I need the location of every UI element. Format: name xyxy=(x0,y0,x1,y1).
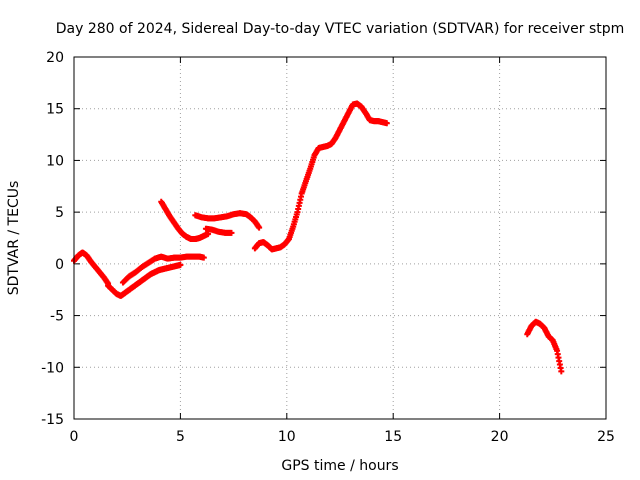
data-point xyxy=(200,254,207,261)
chart-title: Day 280 of 2024, Sidereal Day-to-day VTE… xyxy=(56,21,625,37)
x-axis-label: GPS time / hours xyxy=(281,458,398,474)
y-tick-label: -5 xyxy=(50,309,64,325)
y-tick-label: 15 xyxy=(46,102,64,118)
plot-frame xyxy=(73,56,607,420)
data-point xyxy=(177,261,184,268)
series-arc5 xyxy=(192,210,263,231)
y-tick-label: 10 xyxy=(46,153,64,169)
x-tick-label: 25 xyxy=(597,429,615,445)
series-arc1 xyxy=(71,249,112,287)
x-tick-label: 20 xyxy=(491,429,509,445)
series-arc3 xyxy=(119,253,207,286)
x-tick-label: 10 xyxy=(278,429,296,445)
y-tick-label: -15 xyxy=(41,412,64,428)
series-arc6 xyxy=(202,225,235,236)
data-points xyxy=(71,100,565,375)
series-arc7 xyxy=(251,100,390,253)
x-tick-label: 5 xyxy=(176,429,185,445)
axis-ticks: 0 5 10 15 20 25 -15 -10 -5 0 5 10 15 20 xyxy=(41,50,615,445)
y-tick-label: -10 xyxy=(41,360,64,376)
series-arc2 xyxy=(105,261,184,299)
data-point xyxy=(256,224,263,231)
data-point xyxy=(558,368,565,375)
y-tick-label: 0 xyxy=(55,257,64,273)
series-arc4 xyxy=(158,198,212,243)
grid xyxy=(74,57,606,419)
x-tick-label: 15 xyxy=(384,429,402,445)
data-point xyxy=(383,120,390,127)
y-axis-label: SDTVAR / TECUs xyxy=(6,181,22,296)
data-point xyxy=(228,229,235,236)
x-tick-label: 0 xyxy=(70,429,79,445)
y-tick-label: 5 xyxy=(55,205,64,221)
y-tick-label: 20 xyxy=(46,50,64,66)
series-arc8 xyxy=(524,318,565,375)
